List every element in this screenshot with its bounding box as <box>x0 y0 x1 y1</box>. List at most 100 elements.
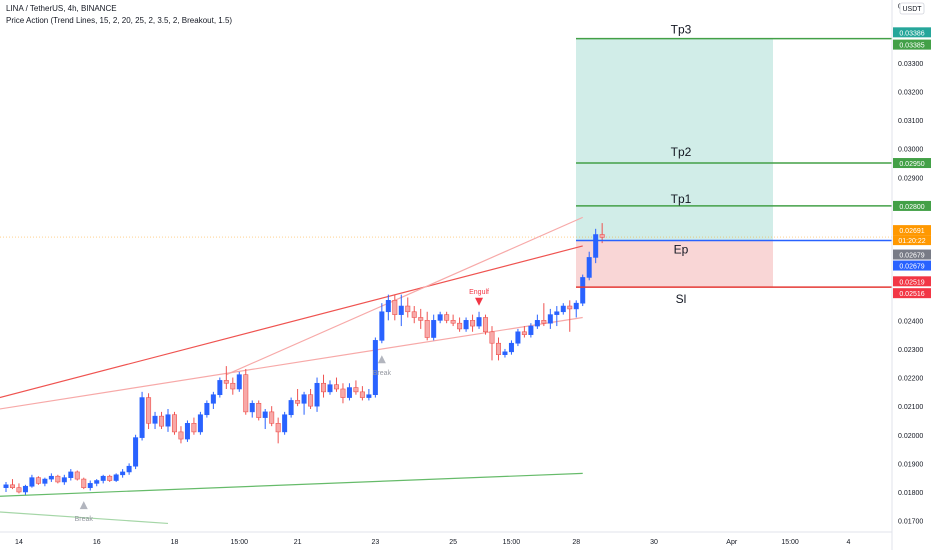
candle <box>547 308 553 329</box>
candle-body <box>495 342 501 355</box>
profit-zone <box>576 38 773 241</box>
candle-body <box>346 387 352 398</box>
candle-body <box>275 423 281 433</box>
price-badge-label: 0.02800 <box>899 204 924 211</box>
candle-body <box>353 387 359 393</box>
candle <box>146 393 152 430</box>
candle <box>359 386 365 401</box>
candle <box>243 368 249 415</box>
price-tick-label: 0.03000 <box>898 147 923 154</box>
candle-body <box>593 234 599 258</box>
price-badge <box>893 276 931 287</box>
candle <box>197 411 203 435</box>
candle-body <box>159 415 165 427</box>
price-badge-label: 0.03386 <box>899 30 924 37</box>
time-tick-label: 30 <box>650 539 658 546</box>
price-tick-label: 0.03200 <box>898 90 923 97</box>
candle-body <box>385 300 391 313</box>
signal-label: Engulf <box>469 289 489 296</box>
candle <box>593 228 599 264</box>
candle-body <box>463 320 469 330</box>
candle-body <box>61 477 67 483</box>
candle-body <box>3 484 9 488</box>
price-axis[interactable]: 0.035000.033000.032000.031000.030000.029… <box>891 0 932 550</box>
candle-body <box>541 320 547 324</box>
candle-body <box>74 471 80 480</box>
candle <box>580 274 586 307</box>
candle <box>295 388 301 407</box>
price-badge <box>893 260 931 271</box>
candle-body <box>431 320 437 338</box>
candle-body <box>171 414 177 433</box>
price-tick-label: 0.02900 <box>898 175 923 182</box>
candle-body <box>133 437 139 467</box>
candle <box>171 411 177 435</box>
label-ep: Ep <box>674 243 689 257</box>
candle <box>223 366 229 389</box>
candle <box>599 223 605 244</box>
price-tick-label: 0.02400 <box>898 318 923 325</box>
candle <box>165 409 171 432</box>
position-levels: Tp3 Tp2 Tp1 Ep Sl <box>576 23 892 306</box>
candle-body <box>217 380 223 396</box>
time-tick-label: 18 <box>171 539 179 546</box>
candle-body <box>42 478 48 484</box>
candle <box>314 377 320 412</box>
candle-body <box>269 411 275 424</box>
candle-body <box>249 402 255 413</box>
price-tick-label: 0.02300 <box>898 347 923 354</box>
break-up-arrow-icon <box>79 501 88 510</box>
candle <box>437 311 443 324</box>
candle-body <box>340 388 346 398</box>
candle-body <box>314 382 320 407</box>
price-badge <box>893 200 931 211</box>
candle-body <box>204 402 210 416</box>
currency-badge[interactable] <box>899 2 925 15</box>
time-tick-label: 16 <box>93 539 101 546</box>
time-tick-label: 15:00 <box>231 539 249 546</box>
candle <box>489 326 495 361</box>
candle <box>288 397 294 418</box>
price-tick-label: 0.03100 <box>898 118 923 125</box>
candle <box>353 380 359 395</box>
candle <box>113 473 119 482</box>
price-tick-label: 0.02100 <box>898 404 923 411</box>
price-badge <box>893 235 931 246</box>
candle <box>262 409 268 430</box>
candle-body <box>547 314 553 324</box>
candle-body <box>29 477 35 487</box>
candle <box>515 328 521 347</box>
candle <box>29 474 35 488</box>
candle-body <box>100 475 106 481</box>
break-up-arrow-icon <box>377 355 386 364</box>
price-badge-label: 0.03385 <box>899 43 924 50</box>
price-badge <box>893 158 931 169</box>
candle-body <box>599 234 605 238</box>
candle-body <box>457 322 463 330</box>
candle-body <box>55 475 61 483</box>
candle-body <box>126 465 132 473</box>
candle <box>444 311 450 324</box>
candle-body <box>81 478 87 488</box>
candle-body <box>288 400 294 416</box>
candle-body <box>165 414 171 427</box>
candle-body <box>450 320 456 324</box>
candle-body <box>586 257 592 278</box>
candle <box>178 426 184 444</box>
candle-body <box>243 374 249 413</box>
price-badge <box>893 288 931 299</box>
candle <box>379 303 385 344</box>
candle-body <box>230 382 236 390</box>
time-axis[interactable]: 14 16 18 15:00 21 23 25 15:00 28 30 Apr 15:00 4 <box>0 531 892 546</box>
candle <box>508 340 514 355</box>
candle-body <box>139 397 145 438</box>
candle-body <box>502 351 508 355</box>
candle-body <box>184 423 190 440</box>
indicator-legend[interactable]: Price Action (Trend Lines, 15, 2, 20, 25… <box>6 16 233 25</box>
candle <box>94 479 100 487</box>
candle-body <box>301 394 307 404</box>
candle <box>411 306 417 324</box>
candle-body <box>534 320 540 327</box>
candle <box>476 311 482 329</box>
